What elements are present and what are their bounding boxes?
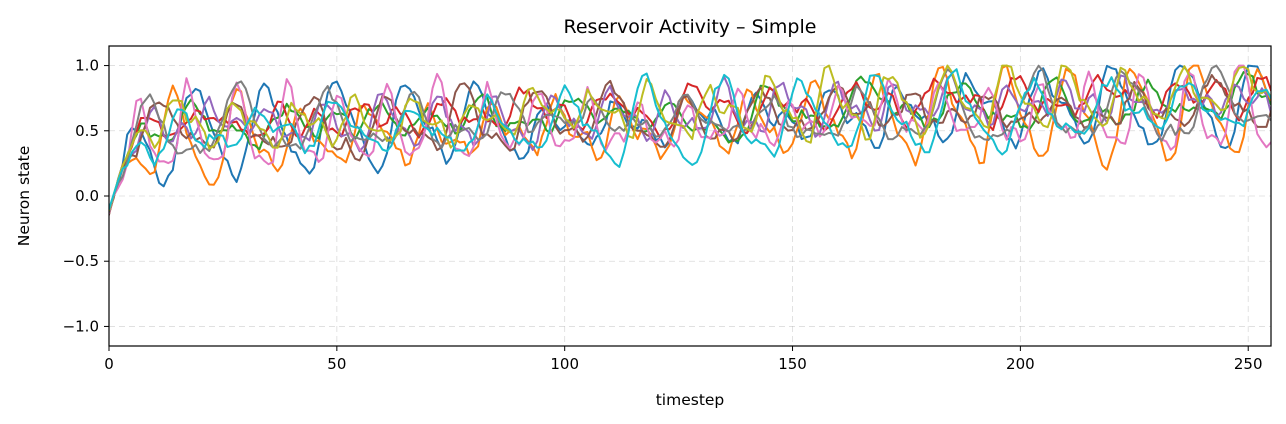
x-tick-label: 200 xyxy=(1006,355,1035,373)
neuron-trace-6 xyxy=(109,73,1271,216)
x-axis-ticks: 0 50 100 150 200 250 xyxy=(104,346,1263,373)
y-tick-label: −1.0 xyxy=(63,317,99,335)
neuron-trace-8 xyxy=(109,64,1271,214)
neuron-trace-9 xyxy=(109,64,1271,212)
y-axis-label: Neuron state xyxy=(15,146,33,247)
neuron-trace-4 xyxy=(109,73,1271,213)
neuron-trace-10 xyxy=(109,68,1271,211)
y-axis-ticks: −1.0 −0.5 0.0 0.5 1.0 xyxy=(63,57,109,335)
grid xyxy=(108,46,1271,346)
x-tick-label: 50 xyxy=(327,355,346,373)
x-axis-label: timestep xyxy=(656,391,725,409)
y-tick-label: 0.0 xyxy=(75,187,99,205)
y-tick-label: 1.0 xyxy=(75,57,99,75)
chart-title: Reservoir Activity – Simple xyxy=(564,16,817,38)
x-tick-label: 0 xyxy=(104,355,114,373)
neuron-trace-5 xyxy=(109,73,1271,211)
neuron-trace-3 xyxy=(109,71,1271,214)
y-tick-label: −0.5 xyxy=(63,252,99,270)
x-tick-label: 100 xyxy=(550,355,579,373)
series-layer xyxy=(109,64,1271,216)
y-tick-label: 0.5 xyxy=(75,122,99,140)
x-tick-label: 250 xyxy=(1234,355,1263,373)
x-tick-label: 150 xyxy=(778,355,807,373)
